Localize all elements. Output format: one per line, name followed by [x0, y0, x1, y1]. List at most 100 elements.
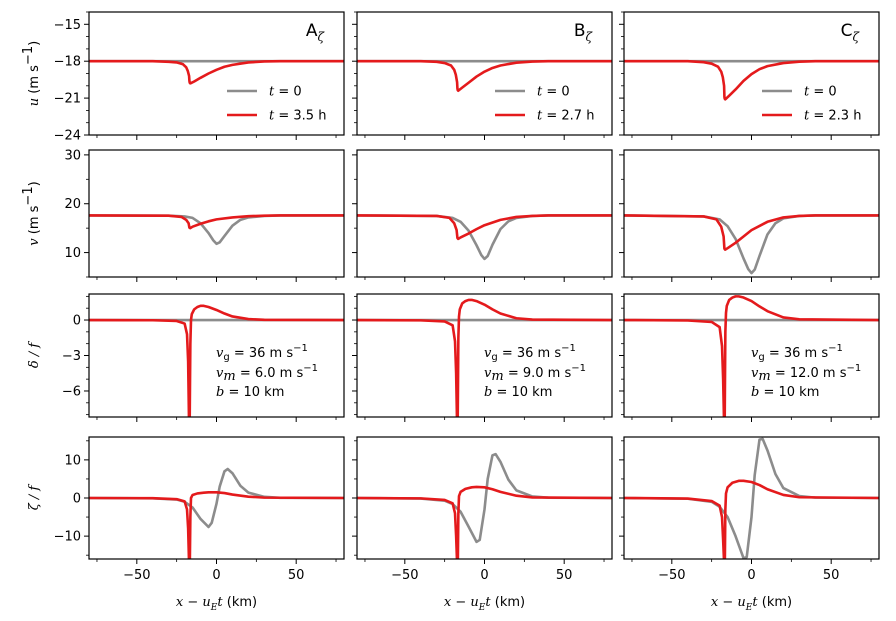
row-label-delta: δ / f: [27, 341, 42, 368]
series-line-t0: [624, 214, 879, 275]
panel-letter-main: C: [841, 21, 853, 41]
panel-C-zeta: −50 0 50: [619, 436, 880, 583]
row-label-exp: −1: [21, 186, 36, 205]
legend-value: = 0: [274, 85, 301, 100]
legend-label-t: t = 2.7 h: [537, 109, 594, 124]
row-label-close: ): [27, 181, 42, 186]
legend-sym: t: [804, 109, 810, 124]
legend-value: = 2.3 h: [809, 109, 861, 124]
param-vg: vg = 36 m s−1: [216, 343, 308, 363]
param-vg-exp: −1: [828, 343, 843, 354]
series-line-t: [624, 479, 879, 559]
param-vg-exp: −1: [561, 343, 576, 354]
x-axis-label-sub: E: [745, 603, 753, 613]
legend-sym: t: [269, 109, 275, 124]
param-b-sym: b: [216, 385, 224, 400]
panel-letter-B: Bζ: [574, 21, 594, 44]
x-tick-label: 50: [556, 568, 573, 583]
series-line-t: [624, 214, 879, 251]
legend-sym: t: [804, 85, 810, 100]
param-vg-value: = 36 m s: [230, 346, 294, 361]
param-vm-value: = 6.0 m s: [236, 366, 304, 381]
row-label-exp: −1: [21, 46, 36, 65]
x-axis-label-t: t: [485, 595, 491, 610]
y-tick-label: −10: [54, 530, 81, 545]
panel-C-u: Cζt = 0t = 2.3 h: [619, 11, 880, 140]
row-label-v: v (m s−1): [21, 181, 42, 245]
x-tick-label: −50: [123, 568, 150, 583]
x-axis-label-sub: E: [478, 603, 486, 613]
panel-letter-C: Cζ: [841, 21, 861, 44]
legend-sym: t: [269, 85, 275, 100]
param-vm-value: = 9.0 m s: [504, 366, 572, 381]
param-vg-sub: g: [223, 352, 229, 363]
panel-A-v: 10 20 30: [64, 148, 345, 282]
panel-C-v: [619, 149, 880, 282]
param-vg-sub: g: [491, 352, 497, 363]
legend-value: = 0: [809, 85, 836, 100]
param-b-value: = 10 km: [492, 385, 552, 400]
panel-letter-A: Aζ: [306, 21, 326, 44]
x-axis-label-t: t: [752, 595, 758, 610]
param-vg-sub: g: [758, 352, 764, 363]
panel-letter-sub: ζ: [585, 30, 593, 44]
y-tick-label: 20: [64, 197, 81, 212]
legend-label-t0: t = 0: [269, 85, 302, 100]
legend-label-t: t = 3.5 h: [269, 109, 326, 124]
legend-value: = 0: [542, 85, 569, 100]
param-vm: vm = 9.0 m s−1: [484, 363, 586, 384]
param-b-sym: b: [484, 385, 492, 400]
param-b-sym: b: [751, 385, 759, 400]
x-axis-label-main: x − u: [176, 595, 211, 610]
row-label-sym: v: [27, 238, 42, 246]
series-line-t: [624, 295, 879, 417]
x-axis-label-t: t: [217, 595, 223, 610]
param-vm-exp: −1: [847, 363, 862, 374]
series-line-t: [89, 490, 344, 559]
panel-letter-main: B: [574, 21, 586, 41]
y-tick-label: −15: [54, 18, 81, 33]
series-line-t: [357, 59, 612, 93]
y-tick-label: −18: [54, 55, 81, 70]
panel-A-zeta: −50 0 50 −10 0 10: [54, 436, 345, 583]
legend-label-t0: t = 0: [537, 85, 570, 100]
param-b: b = 10 km: [216, 385, 284, 400]
panel-B-delta: vg = 36 m s−1vm = 9.0 m s−1b = 10 km: [352, 293, 613, 422]
y-tick-label: 0: [73, 492, 81, 507]
legend-label-t0: t = 0: [804, 85, 837, 100]
legend-sym: t: [537, 109, 543, 124]
param-vg-value: = 36 m s: [765, 346, 829, 361]
param-vg-sym: v: [216, 346, 224, 361]
panel-C-delta: vg = 36 m s−1vm = 12.0 m s−1b = 10 km: [619, 293, 880, 422]
panel-A-u: −24−21−18−15 Aζt = 0t = 3.5 h: [54, 11, 345, 144]
param-b-value: = 10 km: [224, 385, 284, 400]
series-line-t: [357, 214, 612, 241]
series-line-t: [89, 214, 344, 230]
y-tick-label: 10: [64, 246, 81, 261]
param-vm: vm = 12.0 m s−1: [751, 363, 861, 384]
param-vg-sym: v: [751, 346, 759, 361]
param-vm-sub: m: [758, 369, 770, 384]
panel-letter-sub: ζ: [317, 30, 325, 44]
legend-label-t: t = 2.3 h: [804, 109, 861, 124]
param-vm-sym: v: [216, 366, 224, 381]
series-line-t: [624, 59, 879, 101]
x-tick-label: 0: [212, 568, 220, 583]
x-axis-label-main: x − u: [444, 595, 479, 610]
param-vm-sym: v: [484, 366, 492, 381]
param-vm-sym: v: [751, 366, 759, 381]
x-tick-label: 0: [480, 568, 488, 583]
series-line-t: [357, 298, 612, 417]
param-vg: vg = 36 m s−1: [484, 343, 576, 363]
x-axis-label-B: x − uEt (km): [444, 595, 525, 613]
legend-value: = 2.7 h: [542, 109, 594, 124]
y-tick-label: −3: [62, 349, 81, 364]
x-axis-label-main: x − u: [711, 595, 746, 610]
x-axis-label-unit: (km): [491, 595, 525, 610]
panel-B-zeta: −50 0 50: [352, 436, 613, 583]
param-vm-exp: −1: [571, 363, 586, 374]
series-line-t: [357, 485, 612, 559]
y-tick-label: 10: [64, 453, 81, 468]
panel-letter-sub: ζ: [852, 30, 860, 44]
